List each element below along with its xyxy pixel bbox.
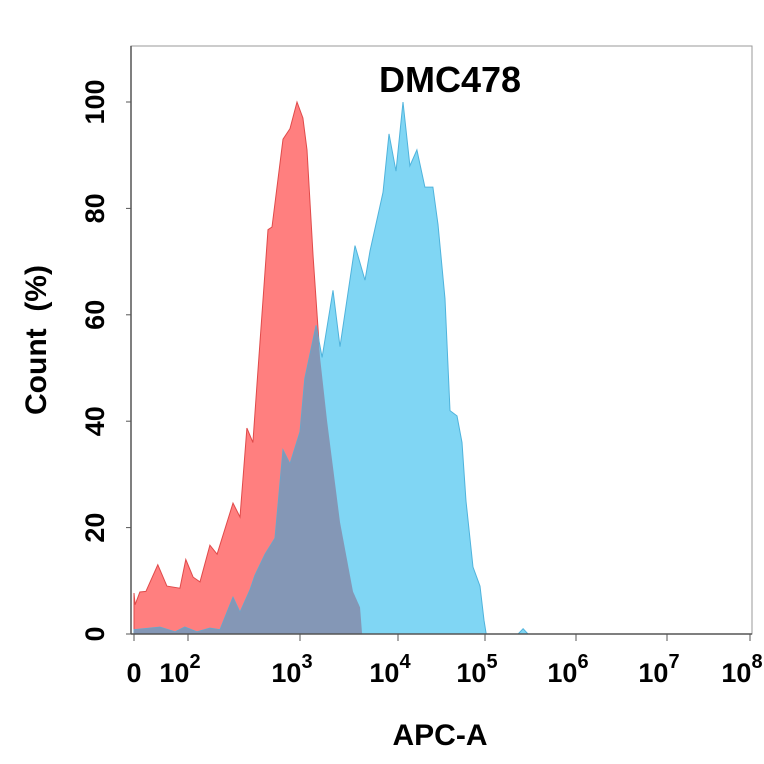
y-axis-ticks: 0 20 40 60 80 100 <box>80 79 131 642</box>
x-tick-base: 10 <box>721 658 751 688</box>
x-tick-exponent: 2 <box>189 651 200 673</box>
x-axis-ticks: 0 102 103 104 105 106 107 108 <box>126 634 763 688</box>
x-tick-label: 103 <box>271 651 312 688</box>
x-tick-base: 10 <box>638 658 668 688</box>
chart-title: DMC478 <box>379 59 521 100</box>
x-tick-label: 105 <box>456 651 497 688</box>
x-tick-label: 102 <box>159 651 200 688</box>
x-tick-exponent: 8 <box>751 651 762 673</box>
x-tick-exponent: 7 <box>668 651 679 673</box>
x-tick-label: 106 <box>547 651 588 688</box>
y-axis-label: Count (%) <box>20 265 53 415</box>
x-tick-label: 108 <box>721 651 762 688</box>
plot-area <box>131 100 529 635</box>
x-axis-label: APC-A <box>393 719 488 752</box>
x-tick-label: 0 <box>126 658 141 688</box>
x-tick-label: 104 <box>369 651 411 688</box>
x-tick-base: 10 <box>369 658 399 688</box>
y-tick-label: 40 <box>80 406 110 436</box>
x-tick-base: 10 <box>456 658 486 688</box>
y-tick-label: 20 <box>80 513 110 543</box>
x-tick-base: 10 <box>547 658 577 688</box>
x-tick-exponent: 6 <box>577 651 588 673</box>
x-tick-exponent: 4 <box>399 651 411 673</box>
histogram-overlap <box>131 325 500 634</box>
x-tick-exponent: 5 <box>486 651 497 673</box>
y-tick-label: 60 <box>80 300 110 330</box>
x-tick-base: 0 <box>126 658 141 688</box>
x-tick-base: 10 <box>159 658 189 688</box>
y-tick-label: 100 <box>80 79 110 124</box>
y-tick-label: 80 <box>80 193 110 223</box>
x-tick-exponent: 3 <box>301 651 312 673</box>
x-tick-label: 107 <box>638 651 679 688</box>
x-tick-base: 10 <box>271 658 301 688</box>
y-tick-label: 0 <box>80 626 110 641</box>
